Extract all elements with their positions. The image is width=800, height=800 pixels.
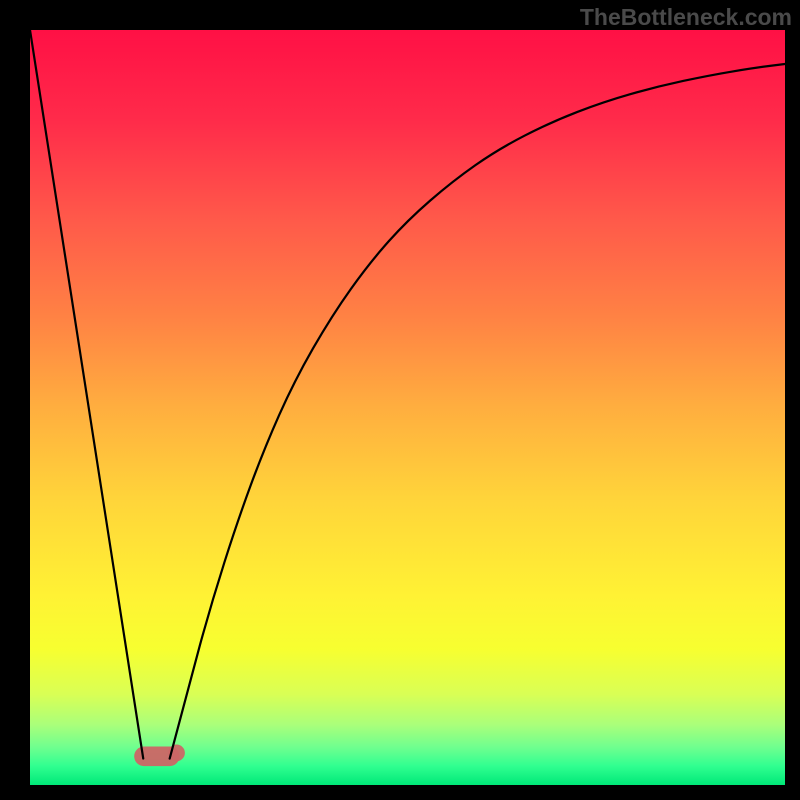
attribution-label: TheBottleneck.com (580, 4, 792, 31)
curves-layer (30, 30, 785, 785)
line-series (30, 30, 785, 759)
series-right-curve (170, 64, 785, 759)
plot-area (30, 30, 785, 785)
chart-frame: TheBottleneck.com (0, 0, 800, 800)
series-left-descent (30, 30, 143, 759)
